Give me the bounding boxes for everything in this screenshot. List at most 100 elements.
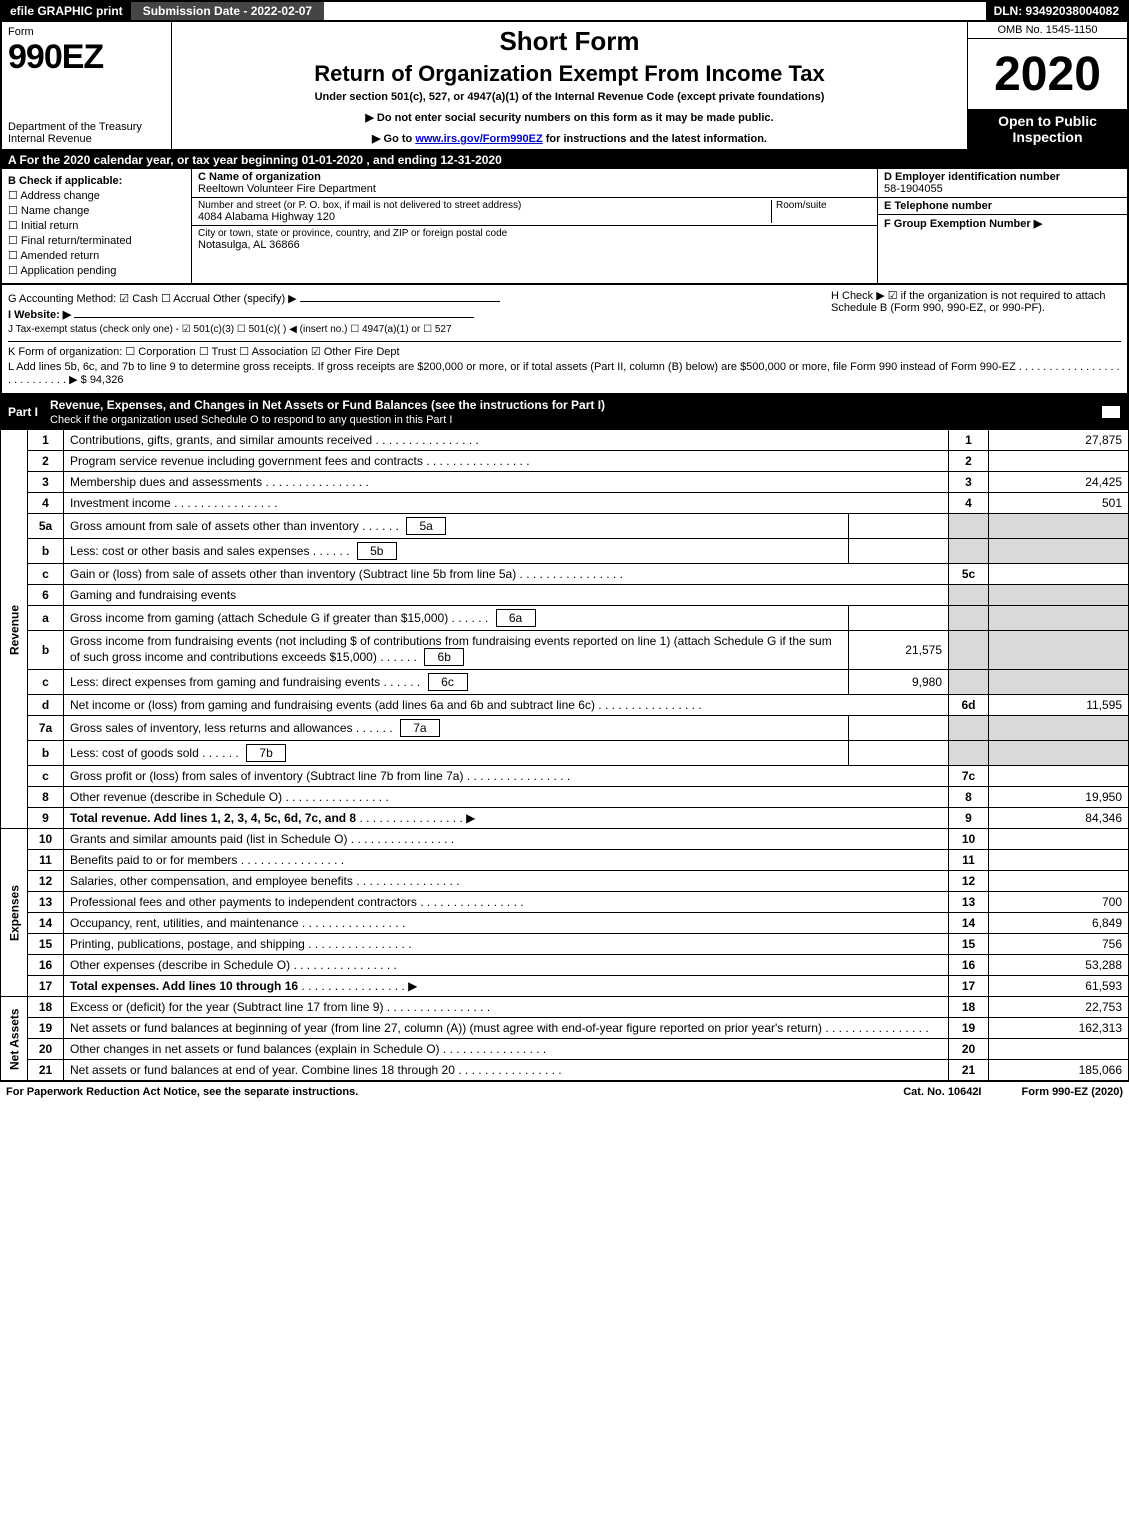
box-number: 21 xyxy=(949,1060,989,1081)
line-number: 10 xyxy=(28,829,64,850)
short-form-title: Short Form xyxy=(182,26,957,57)
line-number: 9 xyxy=(28,808,64,829)
line-row: 20Other changes in net assets or fund ba… xyxy=(1,1039,1129,1060)
line-value: 84,346 xyxy=(989,808,1129,829)
part1-label: Part I xyxy=(8,405,38,419)
line-row: aGross income from gaming (attach Schedu… xyxy=(1,606,1129,631)
lines-table: Revenue1Contributions, gifts, grants, an… xyxy=(0,429,1129,1081)
inner-value xyxy=(849,514,949,539)
line-number: 14 xyxy=(28,913,64,934)
chk-final[interactable]: Final return/terminated xyxy=(8,234,185,247)
submission-date: Submission Date - 2022-02-07 xyxy=(131,2,324,20)
line-number: 17 xyxy=(28,976,64,997)
box-number: 12 xyxy=(949,871,989,892)
section-b: B Check if applicable: Address change Na… xyxy=(2,169,192,283)
chk-initial[interactable]: Initial return xyxy=(8,219,185,232)
line-number: 8 xyxy=(28,787,64,808)
header-left: Form 990EZ Department of the Treasury In… xyxy=(2,22,172,149)
line-desc: Net income or (loss) from gaming and fun… xyxy=(64,695,949,716)
inner-box-label: 6a xyxy=(496,609,536,627)
box-shade xyxy=(949,606,989,631)
line-number: 12 xyxy=(28,871,64,892)
c-name-label: C Name of organization xyxy=(198,171,321,183)
city-label: City or town, state or province, country… xyxy=(198,228,507,239)
line-value xyxy=(989,850,1129,871)
street-label: Number and street (or P. O. box, if mail… xyxy=(198,200,763,211)
line-desc: Investment income . . . . . . . . . . . … xyxy=(64,493,949,514)
line-k: K Form of organization: ☐ Corporation ☐ … xyxy=(8,341,1121,358)
section-c: C Name of organization Reeltown Voluntee… xyxy=(192,169,877,283)
line-row: bLess: cost or other basis and sales exp… xyxy=(1,539,1129,564)
line-desc: Net assets or fund balances at beginning… xyxy=(64,1018,949,1039)
val-shade xyxy=(989,606,1129,631)
line-desc: Gross profit or (loss) from sales of inv… xyxy=(64,766,949,787)
line-desc: Excess or (deficit) for the year (Subtra… xyxy=(64,997,949,1018)
chk-pending[interactable]: Application pending xyxy=(8,264,185,277)
line-desc: Other revenue (describe in Schedule O) .… xyxy=(64,787,949,808)
irs-link[interactable]: www.irs.gov/Form990EZ xyxy=(415,133,542,145)
chk-address[interactable]: Address change xyxy=(8,189,185,202)
line-row: 12Salaries, other compensation, and empl… xyxy=(1,871,1129,892)
box-number: 5c xyxy=(949,564,989,585)
line-h: H Check ▶ ☑ if the organization is not r… xyxy=(821,289,1121,338)
inner-box-label: 6b xyxy=(424,648,464,666)
box-number: 19 xyxy=(949,1018,989,1039)
line-row: 9Total revenue. Add lines 1, 2, 3, 4, 5c… xyxy=(1,808,1129,829)
line-number: b xyxy=(28,631,64,670)
line-row: 2Program service revenue including gover… xyxy=(1,451,1129,472)
line-row: cGross profit or (loss) from sales of in… xyxy=(1,766,1129,787)
line-number: a xyxy=(28,606,64,631)
inner-box-label: 7b xyxy=(246,744,286,762)
line-number: 4 xyxy=(28,493,64,514)
section-label: Net Assets xyxy=(1,997,28,1081)
box-number: 10 xyxy=(949,829,989,850)
line-value: 756 xyxy=(989,934,1129,955)
row-a-period: A For the 2020 calendar year, or tax yea… xyxy=(0,151,1129,169)
section-bcd: B Check if applicable: Address change Na… xyxy=(0,169,1129,285)
inner-value xyxy=(849,716,949,741)
box-shade xyxy=(949,631,989,670)
omb-number: OMB No. 1545-1150 xyxy=(968,22,1127,39)
footer-mid: Cat. No. 10642I xyxy=(903,1086,981,1098)
box-number: 4 xyxy=(949,493,989,514)
top-bar: efile GRAPHIC print Submission Date - 20… xyxy=(0,0,1129,22)
chk-amended[interactable]: Amended return xyxy=(8,249,185,262)
line-value xyxy=(989,564,1129,585)
line-row: bGross income from fundraising events (n… xyxy=(1,631,1129,670)
inner-value: 9,980 xyxy=(849,670,949,695)
line-row: dNet income or (loss) from gaming and fu… xyxy=(1,695,1129,716)
line-value: 6,849 xyxy=(989,913,1129,934)
inner-value xyxy=(849,539,949,564)
line-desc: Less: cost of goods sold . . . . . . 7b xyxy=(64,741,849,766)
box-number: 3 xyxy=(949,472,989,493)
line-value xyxy=(989,829,1129,850)
line-desc: Membership dues and assessments . . . . … xyxy=(64,472,949,493)
line-desc: Printing, publications, postage, and shi… xyxy=(64,934,949,955)
chk-name[interactable]: Name change xyxy=(8,204,185,217)
line-number: b xyxy=(28,741,64,766)
line-number: 19 xyxy=(28,1018,64,1039)
line-value: 162,313 xyxy=(989,1018,1129,1039)
line-row: 8Other revenue (describe in Schedule O) … xyxy=(1,787,1129,808)
box-number: 14 xyxy=(949,913,989,934)
line-desc: Total revenue. Add lines 1, 2, 3, 4, 5c,… xyxy=(64,808,949,829)
line-row: Net Assets18Excess or (deficit) for the … xyxy=(1,997,1129,1018)
line-value: 185,066 xyxy=(989,1060,1129,1081)
inner-box-label: 5b xyxy=(357,542,397,560)
box-shade xyxy=(949,585,989,606)
form-number: 990EZ xyxy=(8,38,165,77)
page-footer: For Paperwork Reduction Act Notice, see … xyxy=(0,1081,1129,1102)
line-number: 1 xyxy=(28,430,64,451)
val-shade xyxy=(989,670,1129,695)
box-number: 2 xyxy=(949,451,989,472)
line-row: 17Total expenses. Add lines 10 through 1… xyxy=(1,976,1129,997)
line-desc: Professional fees and other payments to … xyxy=(64,892,949,913)
line-value xyxy=(989,1039,1129,1060)
section-label: Expenses xyxy=(1,829,28,997)
part1-checkbox[interactable]: ☑ xyxy=(1101,405,1121,419)
info-block: G Accounting Method: ☑ Cash ☐ Accrual Ot… xyxy=(0,285,1129,395)
line-desc: Net assets or fund balances at end of ye… xyxy=(64,1060,949,1081)
val-shade xyxy=(989,631,1129,670)
street-address: 4084 Alabama Highway 120 xyxy=(198,211,771,223)
box-number: 16 xyxy=(949,955,989,976)
